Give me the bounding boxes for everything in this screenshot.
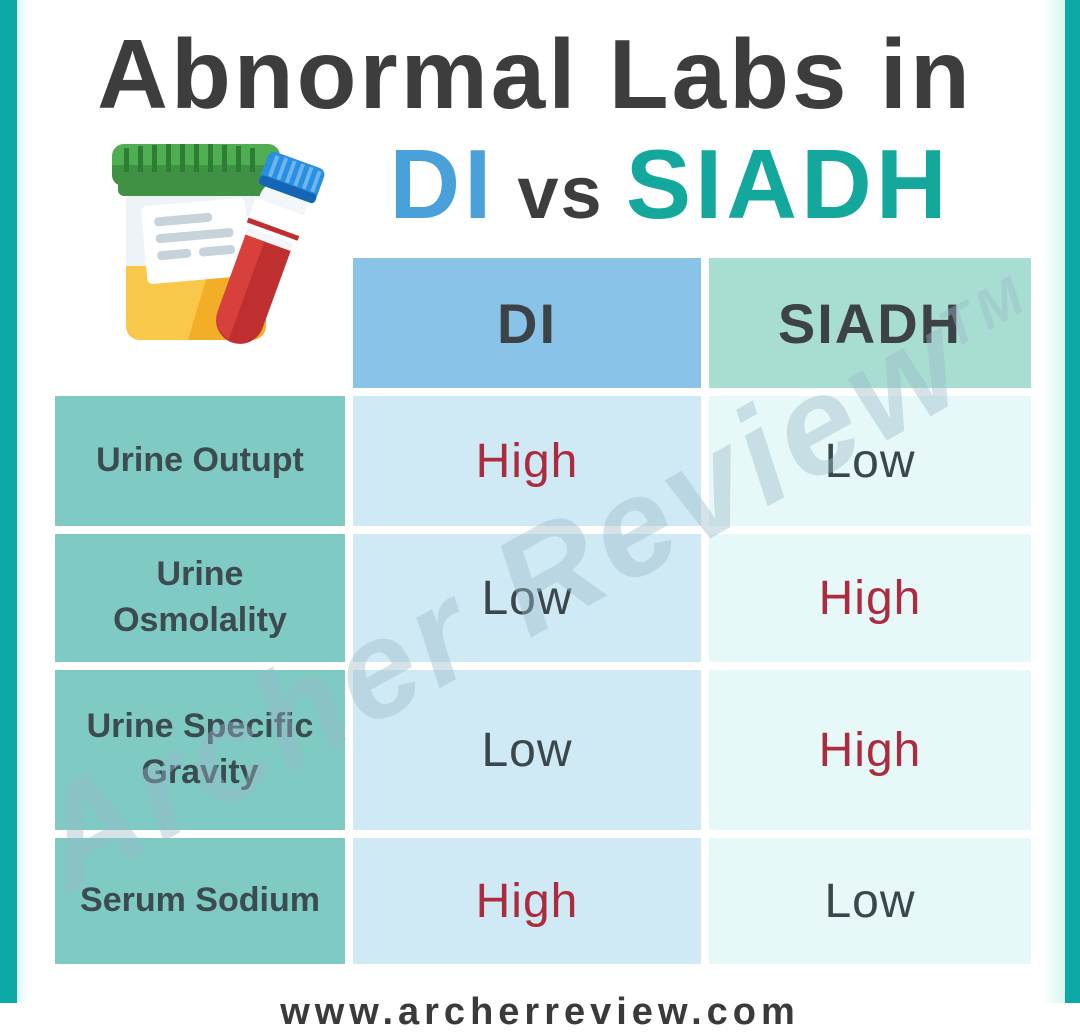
subtitle-di: DI [389, 129, 496, 239]
row-label-urine-specific-gravity: Urine Specific Gravity [55, 670, 345, 830]
cell-urine-output-di: High [353, 396, 701, 526]
row-label-urine-output: Urine Outupt [55, 396, 345, 526]
urine-cup-and-blood-tube-icon [112, 144, 325, 344]
table-corner [55, 258, 345, 388]
blood-tube-icon [216, 151, 325, 344]
column-header-siadh: SIADH [709, 258, 1031, 388]
footer-url: www.archerreview.com [280, 991, 800, 1033]
cell-serum-sodium-di: High [353, 838, 701, 964]
column-header-di: DI [353, 258, 701, 388]
page-title: Abnormal Labs in [97, 19, 973, 129]
right-border [1065, 0, 1080, 1003]
cell-urine-osmolality-siadh: High [709, 534, 1031, 662]
cell-serum-sodium-siadh: Low [709, 838, 1031, 964]
row-label-serum-sodium: Serum Sodium [55, 838, 345, 964]
comparison-table: DI SIADH Urine Outupt High Low Urine Osm… [55, 258, 1031, 964]
subtitle-vs: vs [517, 151, 604, 234]
cell-urine-specific-gravity-siadh: High [709, 670, 1031, 830]
left-border [0, 0, 17, 1003]
page-subtitle: DI vs SIADH [330, 128, 1010, 241]
cell-urine-specific-gravity-di: Low [353, 670, 701, 830]
subtitle-siadh: SIADH [625, 129, 951, 239]
right-border-fade [1041, 0, 1065, 1003]
urine-cup-icon [112, 144, 280, 340]
row-label-urine-osmolality: Urine Osmolality [55, 534, 345, 662]
left-border-fade [17, 0, 29, 1003]
cell-urine-output-siadh: Low [709, 396, 1031, 526]
cell-urine-osmolality-di: Low [353, 534, 701, 662]
